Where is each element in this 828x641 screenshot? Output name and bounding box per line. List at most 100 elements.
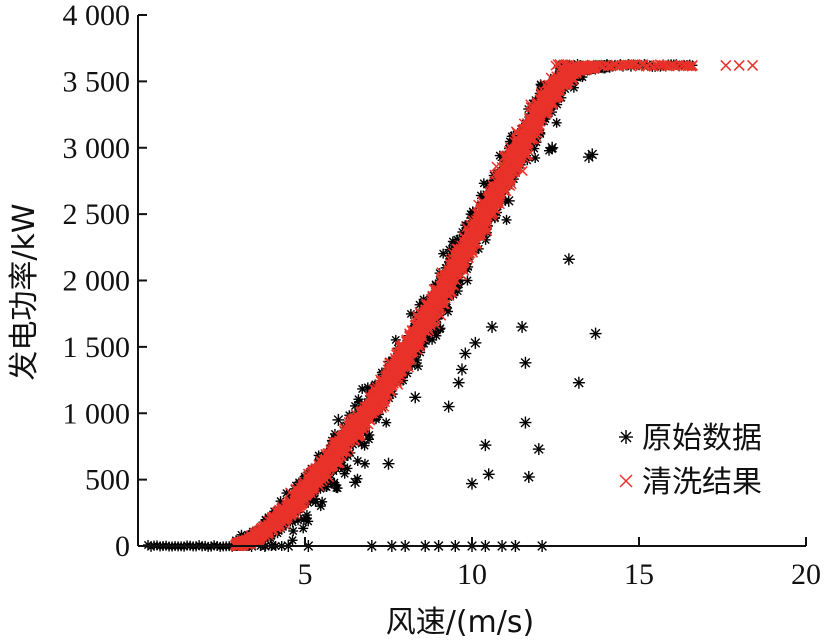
cleaned-data-point	[474, 219, 485, 230]
cleaned-data-point	[408, 331, 419, 342]
cleaned-data-point	[360, 411, 371, 422]
cleaned-data-point	[331, 452, 342, 463]
cleaned-data-point	[602, 61, 613, 72]
raw-data-outlier	[466, 477, 478, 490]
cleaned-data-point	[460, 233, 472, 244]
raw-data-point	[317, 496, 328, 507]
raw-data-outlier	[516, 320, 529, 333]
x-tick-label: 5	[298, 558, 313, 591]
legend-marker-asterisk	[619, 430, 633, 444]
cleaned-data-point	[293, 494, 304, 505]
cleaned-data-point	[488, 197, 499, 208]
cleaned-data-point	[372, 395, 383, 406]
cleaned-data-point	[287, 499, 298, 510]
cleaned-data-point	[500, 166, 511, 177]
y-tick-label: 1 000	[63, 397, 131, 430]
cleaned-data-point	[510, 162, 521, 173]
x-tick-label: 10	[457, 558, 487, 591]
cleaned-data-point	[525, 134, 536, 146]
cleaned-data-point	[556, 70, 567, 81]
y-tick-label: 1 500	[63, 331, 131, 364]
cleaned-data-point	[233, 536, 245, 547]
cleaned-data-point	[459, 252, 470, 263]
raw-data-point	[352, 455, 363, 466]
raw-data-point	[438, 248, 449, 259]
cleaned-data-point	[456, 240, 467, 251]
y-tick-label: 500	[85, 464, 130, 497]
cleaned-data-point	[482, 193, 493, 204]
legend-item-cleaned-result: 清洗结果	[619, 465, 762, 500]
raw-data-outlier	[589, 327, 602, 340]
raw-data-outlier	[442, 400, 455, 413]
cleaned-data-point	[479, 201, 490, 212]
cleaned-data-point	[733, 59, 745, 71]
raw-data-point	[363, 434, 374, 445]
cleaned-data-point	[511, 145, 522, 156]
cleaned-data-point	[406, 354, 417, 366]
raw-data-point	[298, 523, 309, 534]
y-tick-label: 4 000	[63, 0, 131, 32]
y-tick-label: 0	[115, 530, 130, 563]
raw-data-outlier	[522, 470, 535, 483]
cleaned-data-point	[389, 366, 400, 377]
raw-data-point	[298, 514, 309, 525]
legend: 原始数据 清洗结果	[619, 421, 762, 500]
raw-data-point	[287, 535, 298, 546]
cleaned-data-point	[505, 150, 516, 161]
cleaned-data-point	[487, 180, 498, 191]
cleaned-data-point	[505, 176, 516, 187]
raw-data-outlier	[469, 336, 482, 349]
y-tick-label: 2 000	[63, 265, 131, 298]
cleaned-data-point	[370, 388, 381, 399]
cleaned-data-point	[425, 310, 436, 321]
cleaned-data-point	[313, 463, 324, 474]
cleaned-data-point	[626, 59, 637, 70]
cleaned-data-point	[385, 374, 396, 385]
cleaned-data-point	[437, 284, 449, 295]
legend-x-icon	[619, 474, 633, 488]
cleaned-data-point	[304, 483, 315, 494]
cleaned-data-point	[654, 59, 665, 70]
legend-label-raw-data: 原始数据	[642, 421, 762, 456]
cleaned-data-point	[457, 270, 468, 281]
y-tick-label: 3 000	[63, 132, 131, 165]
cleaned-data-point	[364, 400, 375, 411]
raw-data-outlier	[349, 476, 362, 489]
cleaned-data-point	[293, 502, 304, 513]
cleaned-data-point	[386, 358, 397, 369]
cleaned-data-point	[420, 304, 431, 315]
raw-data-outlier	[532, 443, 545, 456]
legend-label-cleaned-result: 清洗结果	[642, 465, 762, 500]
raw-data-point	[359, 440, 370, 451]
y-tick-label: 3 500	[63, 65, 131, 98]
cleaned-data-point	[488, 201, 499, 212]
cleaned-data-point	[596, 60, 607, 71]
cleaned-data-point	[300, 484, 312, 495]
cleaned-data-point	[447, 253, 458, 264]
cleaned-data-point	[333, 441, 344, 452]
cleaned-data-point	[428, 294, 439, 305]
raw-data-outlier	[486, 320, 499, 333]
cleaned-data-point	[340, 435, 352, 446]
cleaned-data-point	[437, 271, 448, 282]
y-axis-title: 发电功率/kW	[7, 203, 42, 380]
raw-data-outlier	[459, 347, 472, 360]
raw-data-outlier	[409, 391, 422, 404]
cleaned-data-point	[537, 104, 548, 115]
cleaned-data-point	[396, 353, 407, 364]
cleaned-data-point	[359, 408, 370, 419]
raw-data-outlier	[519, 356, 532, 369]
raw-data-outlier	[455, 363, 468, 376]
cleaned-data-point	[414, 323, 425, 334]
x-tick-label: 20	[791, 558, 821, 591]
legend-item-raw-data: 原始数据	[619, 421, 762, 456]
cleaned-data-point	[511, 141, 522, 152]
cleaned-data-point	[386, 386, 397, 397]
cleaned-data-point	[377, 391, 388, 402]
cleaned-data-point	[414, 319, 425, 330]
cleaned-data-point	[686, 59, 698, 71]
cleaned-data-point	[521, 150, 532, 161]
cleaned-data-point	[467, 245, 478, 256]
